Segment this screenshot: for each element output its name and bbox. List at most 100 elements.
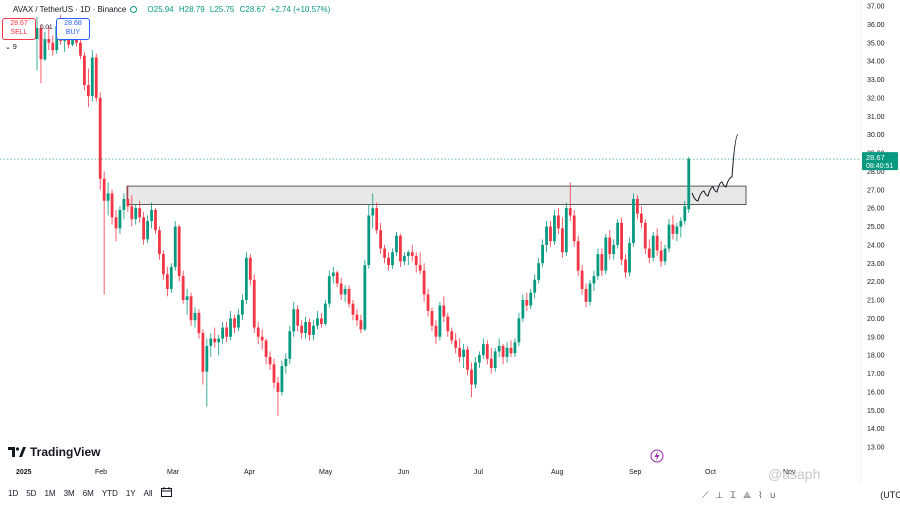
timeframe-3m[interactable]: 3M xyxy=(63,488,75,498)
buy-label: BUY xyxy=(65,29,81,36)
y-tick-label: 14.00 xyxy=(867,426,885,433)
timeframe-1y[interactable]: 1Y xyxy=(125,488,136,498)
brush-icon[interactable]: ⌇ xyxy=(758,489,763,500)
candle-body xyxy=(379,230,383,249)
projection-drawing[interactable] xyxy=(691,134,739,202)
resistance-zone[interactable] xyxy=(126,185,747,205)
candle-body xyxy=(402,255,406,262)
horizontal-line-icon[interactable]: ⊥ xyxy=(715,489,724,500)
candle-body xyxy=(363,265,367,330)
candle-body xyxy=(462,349,465,357)
x-tick-label: Jul xyxy=(474,469,483,476)
symbol-label[interactable]: AVAX / TetherUS · 1D · Binance xyxy=(13,4,127,14)
price-axis[interactable]: 13.00 14.00 15.00 16.00 17.00 18.00 19.00 20.00… xyxy=(867,4,885,452)
candle-body xyxy=(572,215,576,242)
candle-body xyxy=(209,338,213,346)
candle-body xyxy=(470,369,473,385)
magnet-icon[interactable]: ∪ xyxy=(769,489,777,500)
candle-body xyxy=(608,237,612,255)
candle-body xyxy=(248,257,252,280)
timeframe-6m[interactable]: 6M xyxy=(82,488,94,498)
candles xyxy=(35,15,691,416)
spread-value: 0.01 xyxy=(40,24,53,31)
candle-body xyxy=(442,305,446,317)
candle-body xyxy=(371,208,375,216)
indicators-toggle[interactable]: ⌄ 9 xyxy=(5,43,17,51)
timeframe-1d[interactable]: 1D xyxy=(8,488,19,498)
candle-body xyxy=(284,358,288,367)
candle-body xyxy=(438,305,442,337)
candle-body xyxy=(406,252,410,256)
y-tick-label: 24.00 xyxy=(867,242,885,249)
candle-body xyxy=(588,283,592,302)
candle-body xyxy=(671,224,675,234)
buy-button[interactable]: 28.68 BUY xyxy=(56,18,90,40)
candle-body xyxy=(280,366,284,392)
candle-body xyxy=(489,358,493,368)
candle-body xyxy=(39,28,43,60)
sell-button[interactable]: 28.67 SELL xyxy=(2,18,36,40)
y-tick-label: 20.00 xyxy=(867,316,885,323)
y-tick-label: 16.00 xyxy=(867,389,885,396)
y-tick-label: 23.00 xyxy=(867,261,885,268)
candle-body xyxy=(272,364,276,383)
time-axis[interactable]: 2025 Feb Mar Apr May Jun Jul Aug Sep Oct Nov xyxy=(16,469,796,476)
candle-body xyxy=(414,255,418,266)
change-value: +2.74 (+10.57%) xyxy=(270,4,331,14)
candle-body xyxy=(537,263,541,280)
candle-body xyxy=(142,217,146,240)
candle-body xyxy=(675,226,679,234)
resistance-zone-rect[interactable] xyxy=(126,185,747,205)
timeframe-1m[interactable]: 1M xyxy=(44,488,56,498)
lightning-icon[interactable] xyxy=(650,449,664,463)
candle-body xyxy=(351,303,355,315)
candle-body xyxy=(651,235,655,258)
candle-body xyxy=(138,208,142,218)
candle-body xyxy=(355,314,359,321)
candle-body xyxy=(114,217,118,229)
candle-body xyxy=(553,215,556,242)
candle-body xyxy=(304,322,307,334)
candle-body xyxy=(600,254,604,271)
tradingview-logo[interactable]: TradingView xyxy=(8,445,100,459)
candle-body xyxy=(237,314,240,328)
candle-body xyxy=(446,316,450,332)
ohlc-values: O25.94 H28.79 L25.75 C28.67 +2.74 (+10.5… xyxy=(147,5,333,14)
candle-body xyxy=(517,318,521,343)
candle-body xyxy=(557,215,560,229)
candle-body xyxy=(399,235,402,262)
candle-body xyxy=(292,309,296,332)
timeframe-all[interactable]: All xyxy=(143,488,153,498)
candle-body xyxy=(426,294,430,312)
candle-body xyxy=(533,279,537,293)
trend-line-icon[interactable]: ⟋ xyxy=(702,489,709,500)
y-tick-label: 21.00 xyxy=(867,298,885,305)
x-tick-label: Feb xyxy=(95,469,107,476)
timeframe-ytd[interactable]: YTD xyxy=(101,488,118,498)
timeframe-5d[interactable]: 5D xyxy=(26,488,37,498)
y-tick-label: 25.00 xyxy=(867,224,885,231)
candle-body xyxy=(197,312,201,334)
candle-body xyxy=(86,85,90,97)
candle-body xyxy=(126,198,130,207)
candle-body xyxy=(359,320,363,330)
candle-body xyxy=(505,347,509,357)
text-tool-icon[interactable]: Ꮖ xyxy=(730,489,737,500)
candle-body xyxy=(205,345,209,372)
candle-body xyxy=(568,208,572,216)
x-tick-label: Nov xyxy=(783,469,796,476)
candle-body xyxy=(628,243,631,273)
pattern-icon[interactable]: ⟁ xyxy=(743,489,752,500)
last-price-badge-bg xyxy=(862,152,898,171)
timezone-label[interactable]: (UTC+6 xyxy=(880,490,900,500)
candle-body xyxy=(521,300,525,319)
candle-body xyxy=(395,235,398,253)
candle-body xyxy=(252,279,256,328)
candle-body xyxy=(509,347,513,354)
date-range-icon[interactable] xyxy=(160,487,172,499)
candle-body xyxy=(213,338,217,343)
candle-body xyxy=(241,300,244,315)
candle-body xyxy=(51,42,55,51)
y-tick-label: 17.00 xyxy=(867,371,885,378)
